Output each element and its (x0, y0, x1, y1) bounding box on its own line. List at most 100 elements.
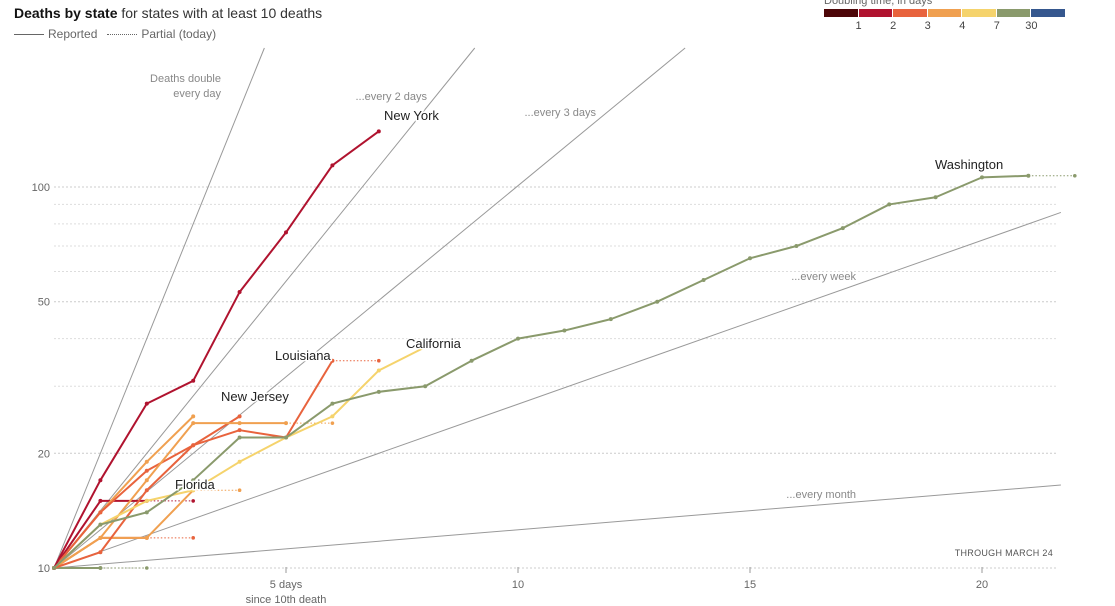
doubling-label: 7 (993, 20, 1000, 32)
legend-partial: Partial (today) (107, 27, 216, 41)
chart-title: Deaths by state for states with at least… (14, 5, 322, 21)
x-tick-label: 5 days (270, 579, 303, 591)
series-label: California (406, 336, 462, 351)
reference-line-3-day (53, 47, 686, 569)
series-unlabeled-point (191, 414, 196, 419)
series-florida-partial-point (237, 488, 242, 493)
series-california-point (423, 345, 428, 350)
doubling-label: 1 (855, 20, 862, 32)
doubling-swatch-3 (927, 9, 963, 17)
series-washington-point (562, 328, 567, 333)
series-new-jersey-point (144, 478, 149, 483)
series-label: Washington (935, 157, 1003, 172)
legend-reported: Reported (14, 27, 97, 41)
series-new-jersey-partial-point (330, 421, 335, 425)
series-washington-point (608, 317, 613, 322)
doubling-swatch-1 (858, 9, 894, 17)
doubling-label: 30 (1025, 20, 1038, 32)
series-washington-point (144, 510, 149, 515)
series-new-jersey-point (237, 421, 242, 426)
reference-line-label-part: every day (173, 88, 221, 100)
series-unlabeled-point (237, 414, 242, 419)
series-label: New Jersey (221, 389, 289, 404)
series-new-york-point (98, 478, 103, 483)
series-washington-point (701, 278, 706, 283)
axes: 10 20 50 100 5 days 10 15 20 since 10th death (32, 182, 988, 606)
doubling-swatch-5 (996, 9, 1032, 17)
y-tick-label: 20 (38, 448, 50, 460)
series-labels: Washington New York California Louisiana New… (174, 107, 1005, 494)
doubling-label: 2 (890, 20, 897, 32)
series-washington-point (980, 175, 984, 180)
series-louisiana-point (237, 428, 242, 433)
line-style-legend: Reported Partial (today) (14, 27, 226, 41)
series-washington-point (376, 389, 381, 394)
doubling-label: 3 (924, 20, 931, 32)
reference-line-7-day (53, 211, 1062, 569)
series-new-york-point (144, 401, 149, 406)
doubling-time-labels: 1 2 3 4 7 30 (824, 17, 1066, 32)
reference-line-label: ...every week (791, 271, 856, 283)
reference-line-label: ...every 2 days (355, 91, 427, 103)
x-tick-label: 20 (976, 579, 988, 591)
series-washington-point (330, 401, 335, 406)
series-washington-point (933, 195, 938, 200)
series-washington-point (794, 244, 799, 249)
series-washington-point (423, 384, 428, 389)
x-tick-label: 10 (512, 579, 524, 591)
series-new-jersey-point (191, 421, 196, 426)
series-new-york-point (330, 163, 335, 168)
series-louisiana-point (98, 550, 103, 555)
series-washington-point (98, 522, 103, 527)
series-washington-point (191, 478, 196, 483)
gridlines (54, 186, 1058, 569)
series-unlabeled-partial-point (191, 536, 195, 540)
series-louisiana-partial-point (377, 358, 381, 363)
series-louisiana-point (191, 443, 196, 448)
doubling-time-legend-title: Doubling time, in days (824, 0, 933, 7)
series-florida-point (144, 535, 149, 540)
series-washington-partial-point (1073, 174, 1077, 178)
dotted-line-swatch (107, 33, 138, 35)
reference-lines: Deaths double every day ...every 2 days...… (53, 47, 1062, 569)
chart-title-bold: Deaths by state (14, 5, 118, 21)
series-california-point (191, 488, 196, 493)
legend-reported-label: Reported (48, 27, 98, 41)
series-label: Louisiana (275, 348, 331, 363)
series-washington-point (516, 336, 520, 341)
series-washington-point (284, 435, 288, 440)
doubling-swatch-2 (893, 9, 928, 17)
solid-line-swatch (14, 33, 44, 35)
series-unlabeled-point (98, 498, 103, 503)
doubling-time-legend: Doubling time, in days 1 2 3 4 7 30 (824, 0, 1067, 32)
series-louisiana-point (144, 488, 149, 493)
series-new-jersey-point (98, 535, 103, 540)
series-new-york-point (237, 290, 242, 295)
reference-line-1-day (53, 47, 265, 569)
series-california-point (144, 498, 149, 503)
through-date-label: THROUGH MARCH 24 (955, 548, 1053, 558)
reference-line-label: ...every month (786, 489, 856, 501)
x-tick-label: 15 (744, 579, 756, 591)
x-axis-label: since 10th death (246, 594, 327, 606)
series-california-point (237, 459, 242, 464)
series-new-york-point (376, 129, 381, 134)
series-washington-point (840, 226, 845, 231)
series-washington-point (887, 202, 892, 207)
series-washington-point (237, 435, 242, 440)
doubling-label: 4 (959, 20, 966, 32)
series-unlabeled-point (98, 510, 103, 515)
series-lines (52, 129, 1077, 570)
series-unlabeled-partial-point (191, 499, 195, 503)
legend-partial-label: Partial (today) (141, 27, 217, 41)
series-new-york-point (191, 378, 196, 383)
series-california-point (330, 414, 335, 419)
series-unlabeled-point (144, 459, 149, 464)
series-new-york-line (53, 130, 380, 569)
reference-line-label: ...every 3 days (524, 107, 596, 119)
reference-line-label-part: Deaths double (150, 73, 221, 85)
reference-line-30-day (53, 484, 1061, 569)
series-washington-point (469, 358, 474, 363)
series-california-point (376, 368, 381, 373)
